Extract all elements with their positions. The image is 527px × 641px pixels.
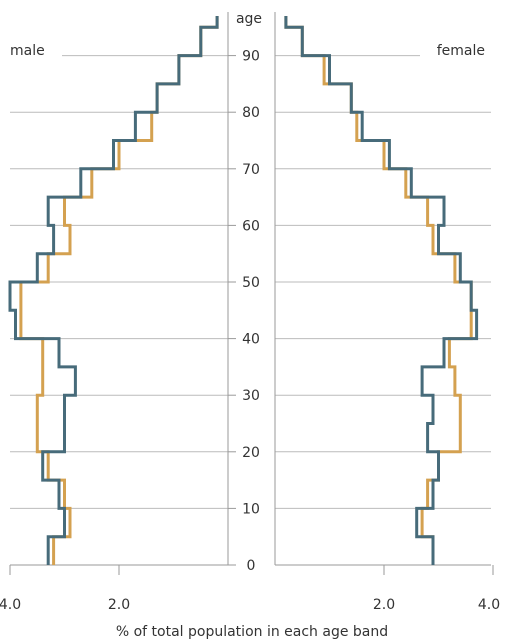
x-tick-label: 2.0 — [108, 597, 130, 613]
x-tick-label: 4.0 — [478, 597, 500, 613]
y-tick-label: 70 — [242, 162, 260, 178]
gridlines — [10, 55, 491, 566]
series-lines — [8, 16, 479, 565]
y-tick-label: 60 — [242, 218, 260, 234]
female-side-label: female — [437, 43, 485, 59]
axes — [9, 12, 494, 575]
male-series-line-2 — [8, 16, 219, 565]
male-side-label: male — [10, 43, 45, 59]
male-series-line-0 — [19, 16, 219, 565]
y-axis-title: age — [236, 11, 262, 27]
y-tick-label: 30 — [242, 388, 260, 404]
x-axis-title: % of total population in each age band — [116, 624, 388, 640]
y-tick-label: 20 — [242, 445, 260, 461]
labels: 0 10 20 30 40 50 60 70 80 90 4.0 2.0 2.0 4.0 — [0, 49, 500, 613]
y-tick-label: 0 — [247, 558, 256, 574]
female-series-line-1 — [284, 16, 473, 565]
x-tick-label: 2.0 — [373, 597, 395, 613]
x-tick-label: 4.0 — [0, 597, 21, 613]
y-tick-label: 50 — [242, 275, 260, 291]
y-tick-label: 10 — [242, 501, 260, 517]
female-series-line-3 — [284, 16, 479, 565]
y-tick-label: 40 — [242, 332, 260, 348]
y-tick-label: 90 — [242, 49, 260, 65]
y-tick-label: 80 — [242, 105, 260, 121]
